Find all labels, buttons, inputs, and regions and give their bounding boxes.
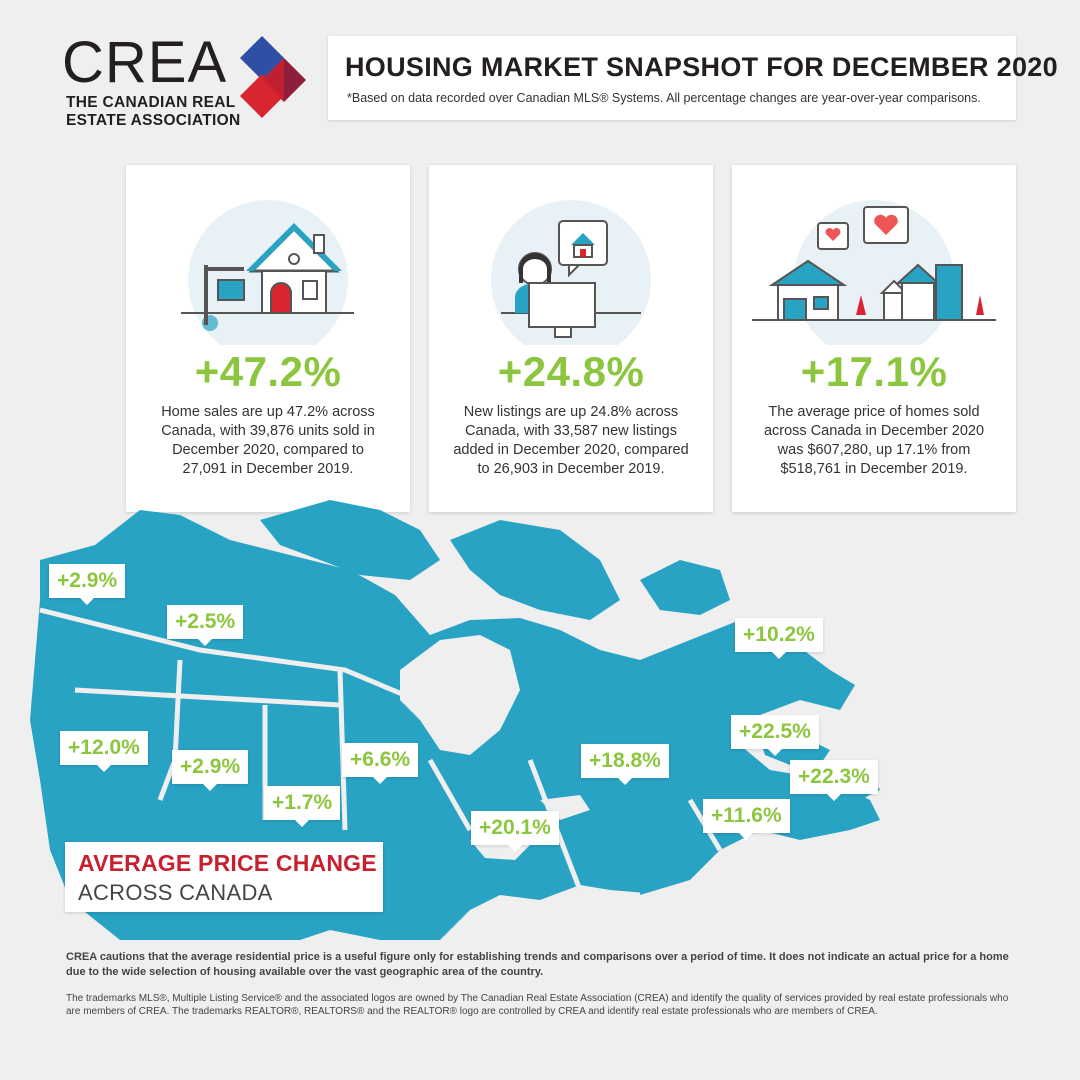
region-badge-prince-edward-island: +22.3% xyxy=(790,760,878,801)
map-legend-subtitle: ACROSS CANADA xyxy=(78,880,273,905)
map-legend-title: AVERAGE PRICE CHANGE xyxy=(78,850,377,876)
region-badge-saskatchewan: +1.7% xyxy=(264,786,341,827)
logo-wordmark: CREA xyxy=(62,30,228,95)
logo-subtitle: THE CANADIAN REAL ESTATE ASSOCIATION xyxy=(66,94,240,130)
province-borders xyxy=(39,607,723,898)
crea-logo: CREA THE CANADIAN REAL ESTATE ASSOCIATIO… xyxy=(62,34,312,130)
stat-percent: +17.1% xyxy=(800,348,948,395)
page-subtitle: *Based on data recorded over Canadian ML… xyxy=(347,91,981,105)
stat-description: The average price of homes sold across C… xyxy=(763,404,985,477)
house-for-sale-icon xyxy=(181,200,354,345)
region-badge-nova-scotia: +11.6% xyxy=(703,799,790,840)
region-badge-manitoba: +6.6% xyxy=(342,743,419,784)
logo-subtitle-line1: THE CANADIAN REAL xyxy=(66,94,236,111)
header-box: HOUSING MARKET SNAPSHOT FOR DECEMBER 202… xyxy=(328,36,1058,120)
region-badge-yukon: +2.9% xyxy=(49,564,126,605)
logo-subtitle-line2: ESTATE ASSOCIATION xyxy=(66,112,241,129)
james-bay xyxy=(540,795,590,820)
map-legend-box: AVERAGE PRICE CHANGE ACROSS CANADA xyxy=(65,842,383,912)
houses-with-hearts-icon xyxy=(752,200,996,345)
stat-card-home-sales: +47.2% Home sales are up 47.2% across Ca… xyxy=(126,165,410,512)
region-badge-new-brunswick: +22.5% xyxy=(731,715,819,756)
crea-diamond-icon xyxy=(240,36,306,118)
region-badge-northwest-territories: +2.5% xyxy=(167,605,244,646)
region-badge-british-columbia: +12.0% xyxy=(60,731,148,772)
hudson-bay xyxy=(400,635,520,755)
region-badge-ontario: +20.1% xyxy=(471,811,559,852)
region-badge-quebec: +18.8% xyxy=(581,744,669,785)
stat-card-new-listings: +24.8% New listings are up 24.8% across … xyxy=(429,165,713,512)
page-title: HOUSING MARKET SNAPSHOT FOR DECEMBER 202… xyxy=(345,52,1058,82)
person-at-computer-icon xyxy=(491,200,651,345)
stat-description: New listings are up 24.8% across Canada,… xyxy=(453,404,689,477)
trademark-disclaimer: The trademarks MLS®, Multiple Listing Se… xyxy=(66,993,1009,1017)
region-badge-alberta: +2.9% xyxy=(172,750,249,791)
stat-description: Home sales are up 47.2% across Canada, w… xyxy=(161,404,375,477)
stat-percent: +24.8% xyxy=(497,348,645,395)
stat-percent: +47.2% xyxy=(194,348,342,395)
stat-card-average-price: +17.1% The average price of homes sold a… xyxy=(732,165,1016,512)
caution-disclaimer: CREA cautions that the average residenti… xyxy=(66,951,1009,978)
region-badge-newfoundland: +10.2% xyxy=(735,618,823,659)
